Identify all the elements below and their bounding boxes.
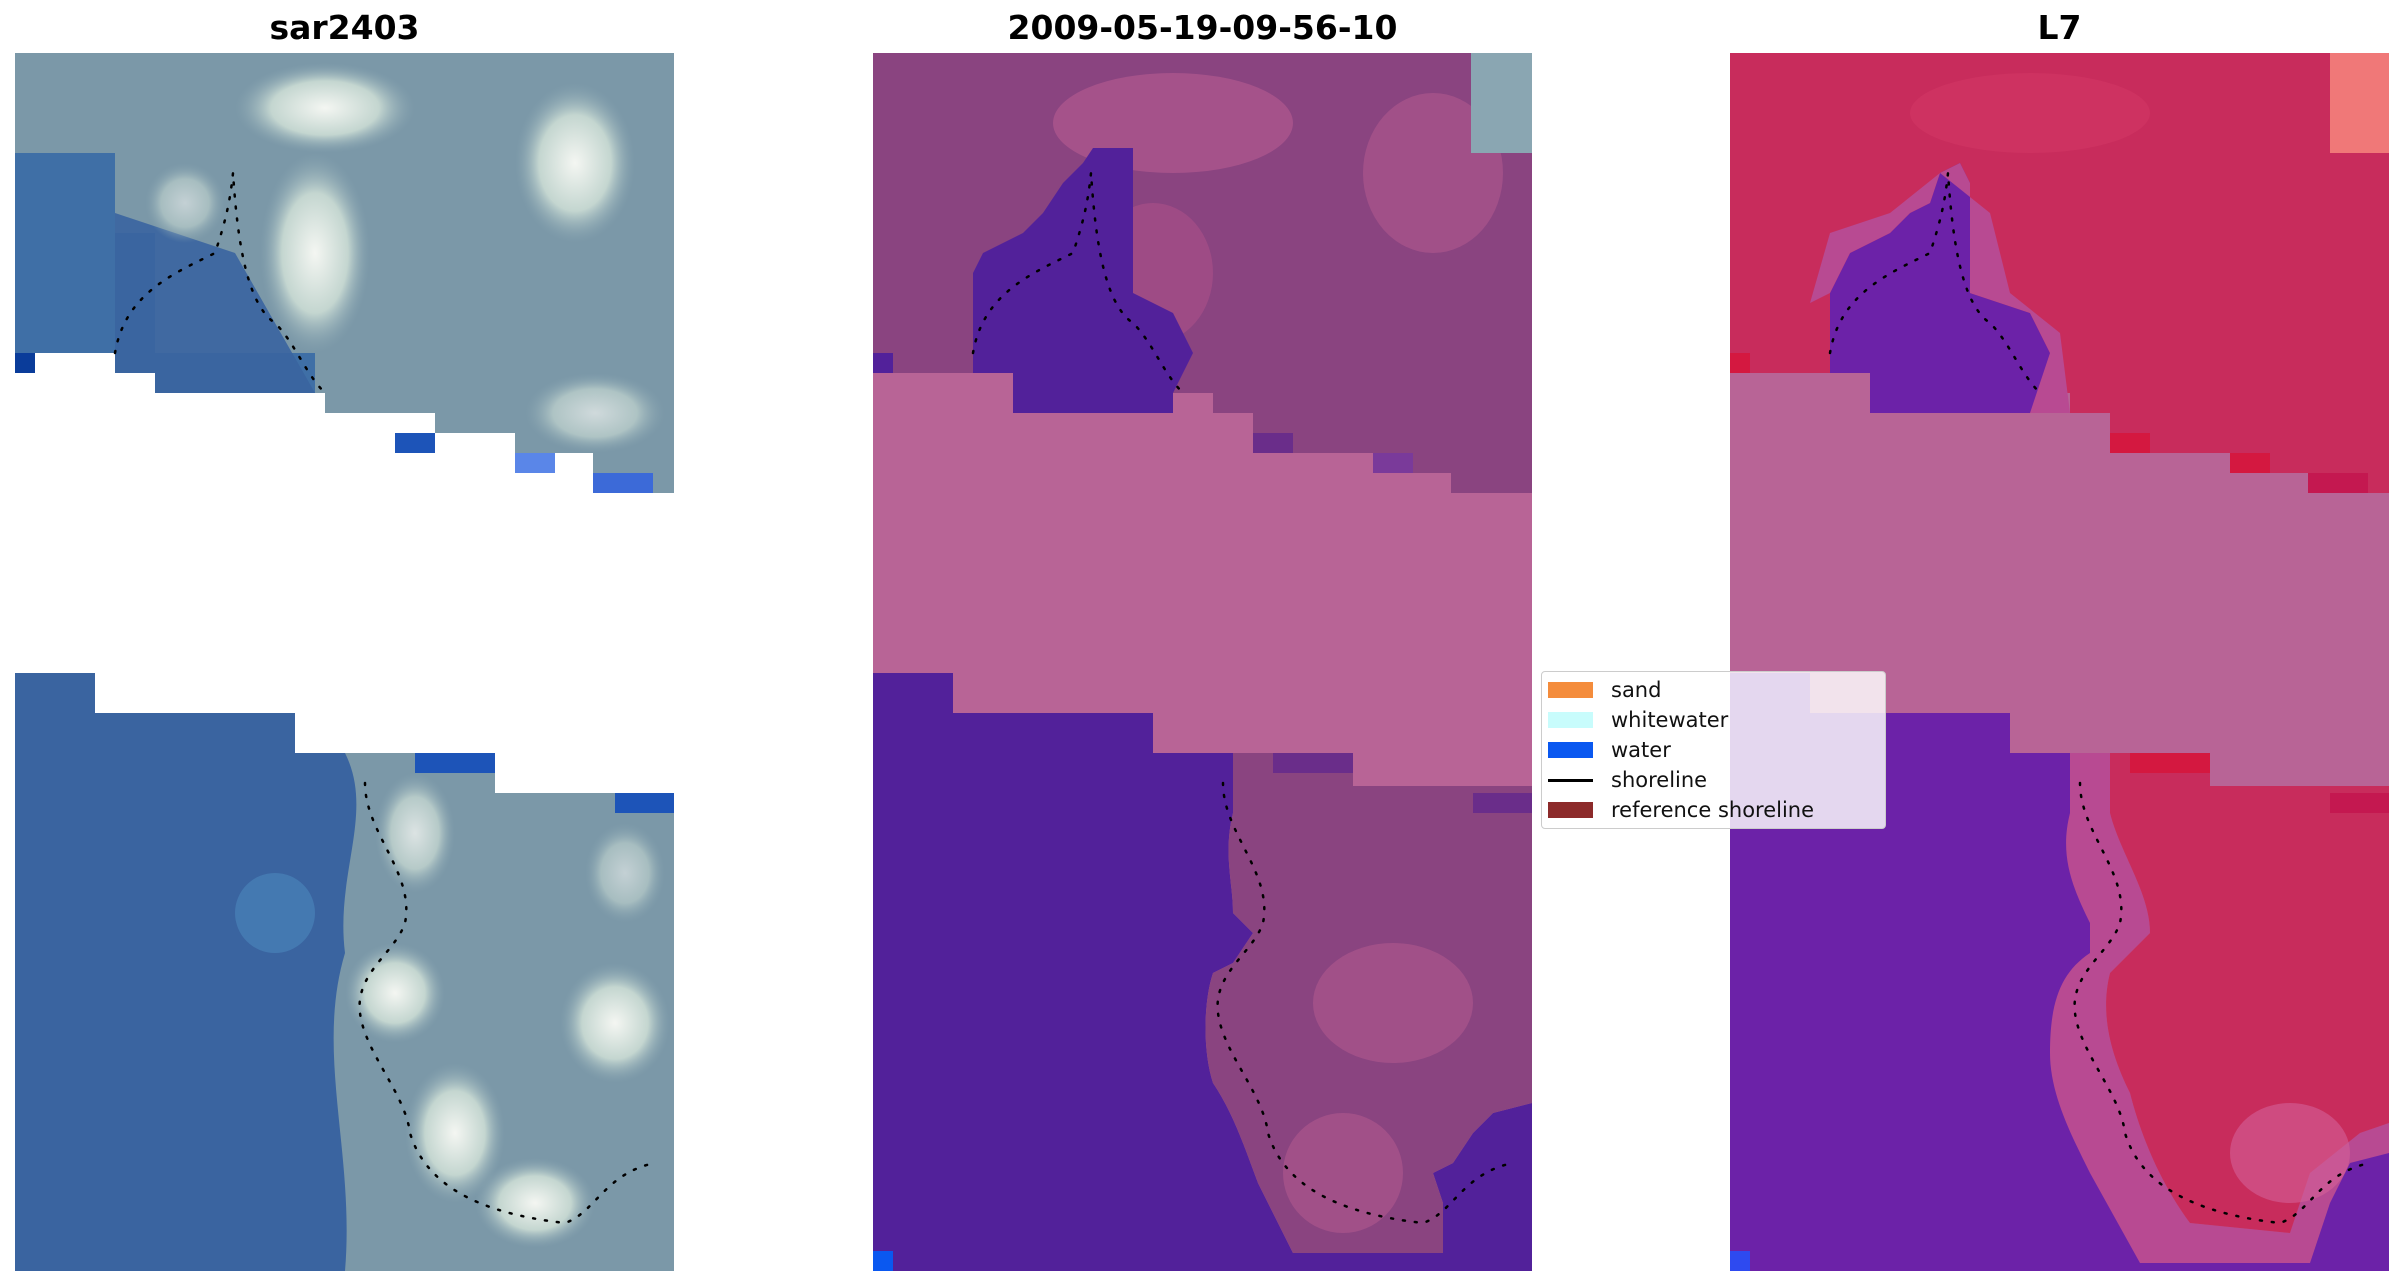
legend-swatch-reference-shoreline [1548, 802, 1593, 818]
panel-title-classification: 2009-05-19-09-56-10 [1007, 8, 1398, 47]
rgb-image [15, 53, 674, 1271]
legend: sand whitewater water shoreline referenc… [1541, 671, 1886, 829]
legend-swatch-whitewater [1548, 712, 1593, 728]
legend-label-sand: sand [1611, 678, 1662, 702]
rgb-image-panel [15, 53, 674, 1271]
legend-item-reference-shoreline: reference shoreline [1548, 797, 1885, 823]
legend-item-shoreline: shoreline [1548, 767, 1885, 793]
legend-swatch-sand [1548, 682, 1593, 698]
legend-item-water: water [1548, 737, 1885, 763]
legend-line-shoreline [1548, 778, 1593, 782]
legend-label-shoreline: shoreline [1611, 768, 1708, 792]
legend-label-reference-shoreline: reference shoreline [1611, 798, 1815, 822]
classification-image-panel [873, 53, 1532, 1271]
panel-title-mndwi: L7 [2037, 8, 2082, 47]
legend-label-water: water [1611, 738, 1671, 762]
l7-image [1730, 53, 2389, 1271]
l7-image-panel [1730, 53, 2389, 1271]
legend-item-whitewater: whitewater [1548, 707, 1885, 733]
classification-image [873, 53, 1532, 1271]
legend-item-sand: sand [1548, 677, 1885, 703]
legend-swatch-water [1548, 742, 1593, 758]
panel-title-rgb: sar2403 [269, 8, 420, 47]
legend-label-whitewater: whitewater [1611, 708, 1729, 732]
